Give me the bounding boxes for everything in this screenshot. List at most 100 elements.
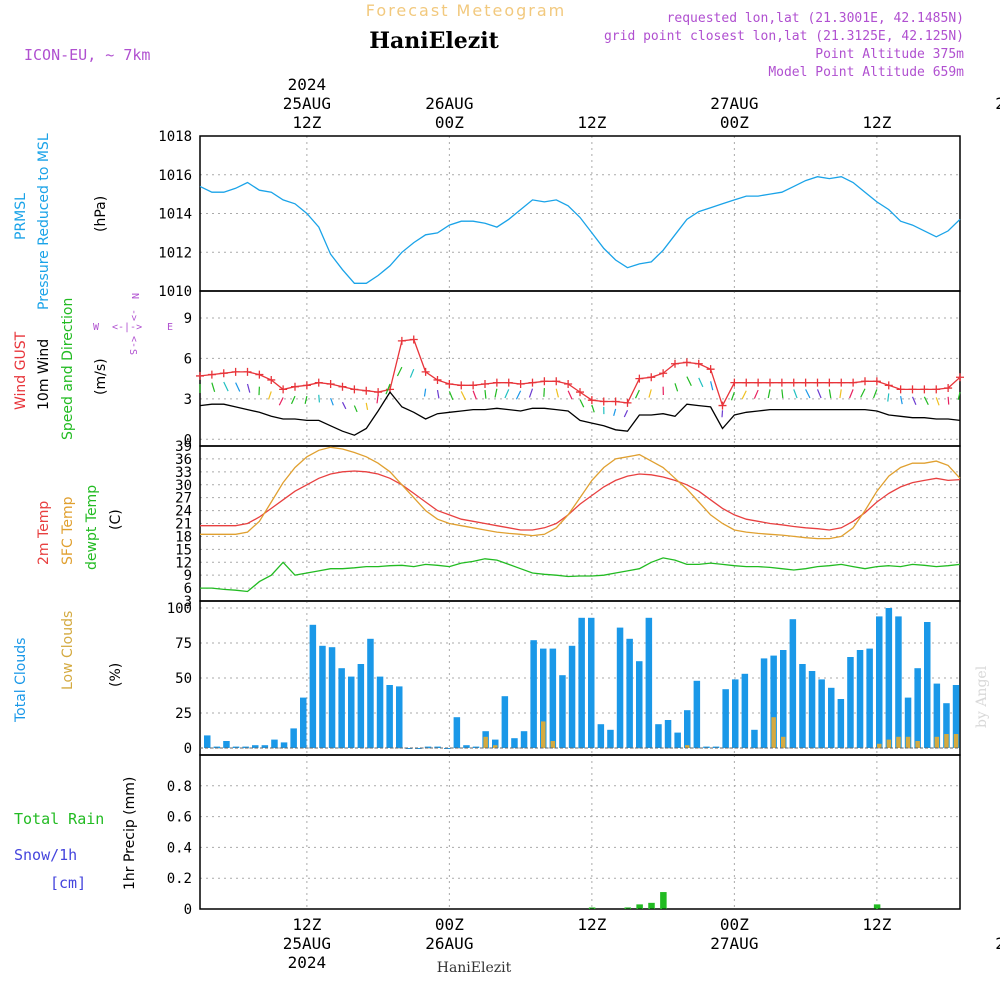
bar-total-cloud	[300, 697, 307, 748]
wind-arrow	[365, 402, 369, 410]
pressure-label-1: PRMSL	[13, 193, 29, 240]
ytick-label: 33	[175, 465, 192, 481]
bar-total-cloud	[501, 696, 509, 748]
bar-total-cloud	[789, 619, 797, 748]
wind-arrow	[484, 390, 487, 399]
bar-total-cloud	[895, 616, 902, 748]
wind-arrow	[849, 389, 854, 399]
series-10m-wind	[199, 390, 961, 436]
gust-point	[659, 369, 668, 378]
bar-total-cloud	[367, 638, 374, 748]
panel-4: 0 0.2 0.4 0.6 0.8	[167, 754, 961, 918]
top-time-label: 12Z	[292, 113, 321, 132]
series-prmsl	[199, 176, 961, 284]
gust-point	[599, 397, 608, 406]
bar-rain	[636, 904, 643, 909]
gust-point	[267, 375, 276, 384]
wind-arrow	[781, 389, 784, 399]
bar-low-cloud	[934, 736, 940, 748]
point-altitude: Point Altitude 375m	[815, 47, 964, 62]
bar-low-cloud	[944, 734, 949, 748]
bar-total-cloud	[396, 686, 403, 748]
wind-arrow	[567, 390, 573, 400]
wind-arrow	[730, 391, 735, 401]
series-sfc-temp	[200, 446, 961, 540]
gust-point	[231, 367, 240, 376]
wind-arrow	[935, 397, 940, 406]
gust-point	[861, 377, 869, 386]
wind-arrow	[873, 389, 878, 399]
gust-point	[694, 359, 703, 368]
pressure-unit: (hPa)	[93, 196, 109, 232]
compass-e: E	[167, 322, 173, 333]
wind-arrow	[923, 396, 929, 405]
bar-total-cloud	[405, 748, 413, 749]
bar-total-cloud	[924, 622, 931, 748]
wind-arrow	[911, 396, 917, 405]
gust-point	[766, 378, 774, 387]
ytick-label: 9	[184, 568, 192, 584]
bar-total-cloud	[578, 617, 585, 748]
gust-point	[647, 373, 656, 382]
bar-total-cloud	[549, 648, 557, 748]
ytick-label: 27	[175, 491, 192, 507]
snow-unit: [cm]	[50, 874, 86, 892]
gust-point	[445, 380, 454, 388]
bar-total-cloud	[280, 742, 288, 748]
top-time-label: 28AUG	[995, 94, 1000, 113]
wind-arrow	[246, 383, 251, 393]
gust-point	[433, 375, 442, 384]
series-dewpt-temp	[200, 557, 961, 593]
bar-total-cloud	[492, 739, 499, 748]
bar-total-cloud	[386, 685, 393, 748]
compass-s: S	[127, 349, 138, 355]
gust-point	[932, 385, 941, 394]
gust-point	[255, 370, 264, 379]
time-labels: 202425AUG12Z12Z25AUG202426AUG00Z00Z26AUG…	[283, 75, 1000, 972]
bar-low-cloud	[953, 734, 959, 748]
wind-arrow	[543, 388, 545, 397]
series-2m-temp	[200, 470, 961, 531]
bar-total-cloud	[338, 668, 345, 748]
compass-vert-bot: <-	[128, 336, 139, 348]
ytick-label: 18	[175, 529, 192, 545]
wind-arrow	[460, 391, 467, 401]
bar-total-cloud	[511, 738, 518, 748]
bar-total-cloud	[933, 683, 941, 748]
ytick-label: 21	[175, 517, 192, 533]
bar-rain	[588, 907, 596, 909]
gust-point	[671, 359, 679, 368]
ytick-label: 39	[175, 439, 192, 455]
bottom-time-label: 00Z	[720, 915, 749, 934]
gust-point	[825, 378, 834, 387]
bar-total-cloud	[885, 608, 893, 748]
bar-total-cloud	[636, 661, 643, 748]
ytick-label: 3	[184, 594, 192, 610]
compass-cross: <-|->	[112, 322, 142, 333]
bar-low-cloud	[896, 736, 901, 748]
bar-total-cloud	[213, 746, 221, 748]
compass-w: W	[93, 322, 100, 333]
bar-total-cloud	[626, 638, 633, 748]
bar-total-cloud	[520, 731, 528, 748]
lowcloud-label: Low Clouds	[60, 611, 76, 690]
gust-point	[457, 381, 466, 390]
wind-arrow	[376, 394, 379, 404]
top-time-label: 12Z	[862, 113, 891, 132]
bar-total-cloud	[223, 741, 230, 748]
gust-point	[291, 382, 299, 391]
gust-point	[243, 367, 252, 376]
bar-total-cloud	[866, 648, 873, 748]
bar-total-cloud	[693, 680, 701, 748]
ytick-label: 1010	[158, 284, 192, 300]
bar-total-cloud	[271, 739, 278, 748]
ytick-label: 1018	[158, 129, 192, 145]
wind-arrow	[686, 376, 692, 386]
gust-point	[944, 384, 953, 393]
top-time-label: 00Z	[720, 113, 749, 132]
station-title: HaniElezit	[369, 28, 499, 54]
bar-low-cloud	[493, 745, 498, 748]
wind-arrow	[494, 388, 498, 398]
wind-arrow	[448, 391, 454, 401]
